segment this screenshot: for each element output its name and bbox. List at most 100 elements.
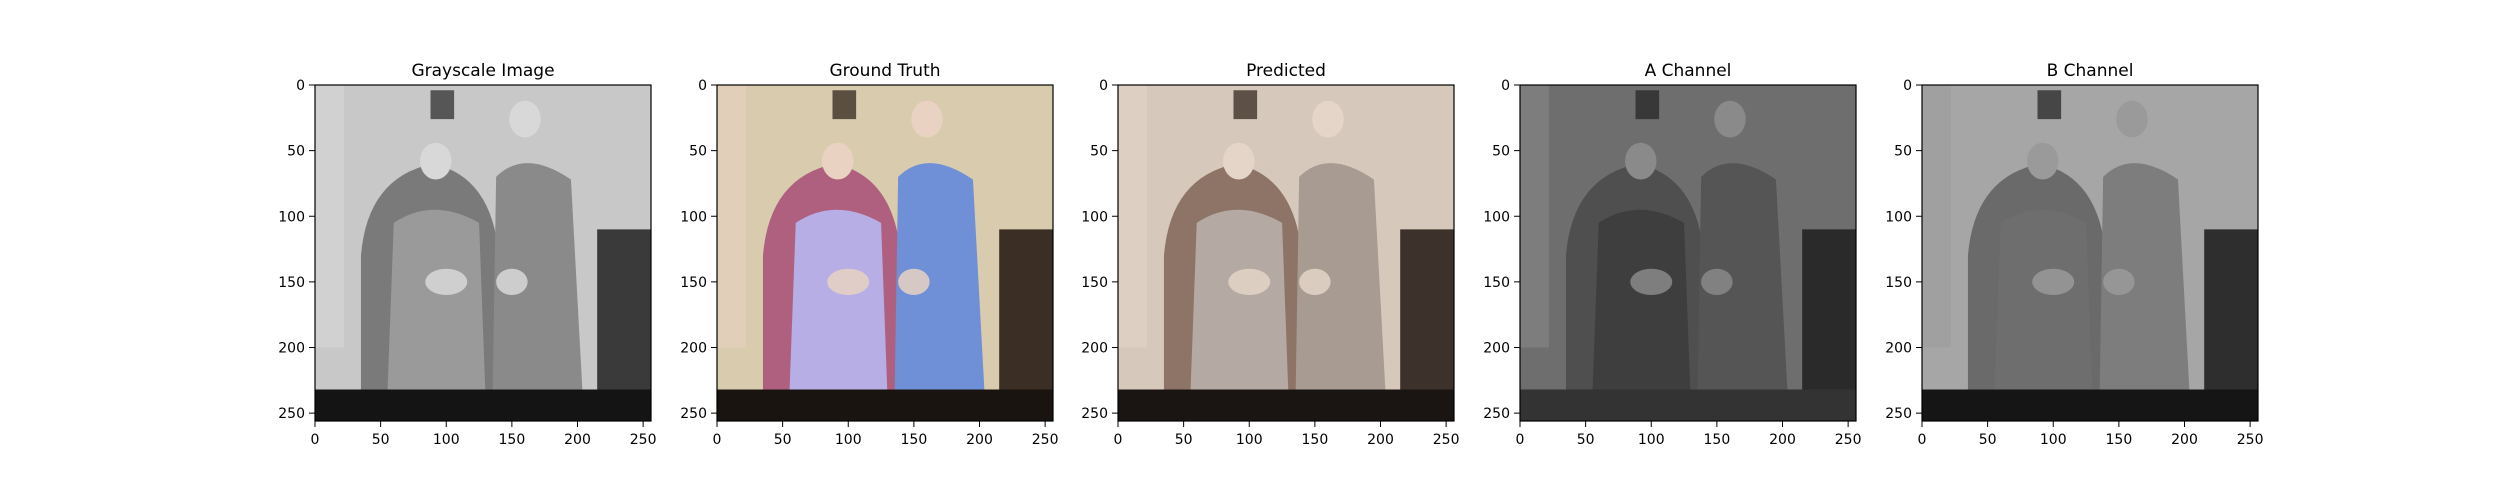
x-tick-label: 250 [1433, 432, 1460, 448]
image-right-person [894, 163, 987, 421]
x-tick-label: 200 [2171, 432, 2198, 448]
y-tick-label: 200 [278, 341, 305, 357]
image-floor [1520, 389, 1856, 421]
x-tick-label: 150 [1302, 432, 1329, 448]
x-tick-label: 250 [1835, 432, 1862, 448]
image-window [1520, 85, 1549, 348]
y-tick-label: 50 [1894, 144, 1912, 160]
subplot-4: A Channel 0 50 100 150 200 250 0 50 100 150 200 250 [1483, 61, 1861, 448]
image-right-head [509, 100, 541, 138]
y-tick-label: 200 [1483, 341, 1510, 357]
image-right-hands [898, 268, 930, 295]
y-tick-label: 100 [1885, 209, 1912, 225]
y-tick-label: 250 [278, 406, 305, 422]
x-tick-label: 50 [1979, 432, 1997, 448]
x-tick-label: 100 [1638, 432, 1665, 448]
subplot-2: Ground Truth 0 50 100 150 200 250 0 50 100 150 200 2… [680, 61, 1058, 448]
y-tick-label: 50 [1090, 144, 1108, 160]
x-tick-label: 150 [2106, 432, 2133, 448]
image-lamp [2037, 90, 2062, 120]
image-left-head [1223, 142, 1255, 180]
y-tick-label: 100 [278, 209, 305, 225]
image-window [315, 85, 344, 348]
subplot-title: Grayscale Image [411, 61, 554, 81]
y-tick-label: 150 [278, 275, 305, 291]
y-tick-label: 250 [680, 406, 707, 422]
image-right-person [1697, 163, 1790, 421]
image-lamp [1233, 90, 1258, 120]
x-tick-label: 200 [966, 432, 993, 448]
y-tick-label: 0 [1501, 78, 1510, 94]
image-left-person [387, 209, 486, 400]
y-tick-label: 100 [1081, 209, 1108, 225]
image-right-hands [496, 268, 528, 295]
y-tick-label: 50 [1492, 144, 1510, 160]
image-left-head [2027, 142, 2059, 180]
y-tick-label: 200 [680, 341, 707, 357]
image-left-person [1190, 209, 1289, 400]
image-right-hands [2103, 268, 2135, 295]
image-right-head [911, 100, 943, 138]
image-right-hands [1299, 268, 1331, 295]
x-tick-label: 0 [713, 432, 722, 448]
image-floor [1922, 389, 2258, 421]
x-tick-label: 150 [901, 432, 928, 448]
x-tick-label: 100 [835, 432, 862, 448]
image-floor [717, 389, 1053, 421]
image-content [1118, 85, 1454, 421]
y-tick-label: 250 [1885, 406, 1912, 422]
x-tick-label: 0 [1114, 432, 1123, 448]
image-right-furniture [597, 229, 651, 421]
x-tick-label: 250 [1032, 432, 1059, 448]
image-window [717, 85, 746, 348]
image-floor [1118, 389, 1454, 421]
x-tick-label: 200 [1769, 432, 1796, 448]
y-tick-label: 150 [1885, 275, 1912, 291]
y-tick-label: 0 [1099, 78, 1108, 94]
y-tick-label: 100 [1483, 209, 1510, 225]
image-left-person [1994, 209, 2093, 400]
image-left-hands [2032, 268, 2075, 295]
x-tick-label: 250 [630, 432, 657, 448]
image-left-hands [1630, 268, 1673, 295]
image-left-person [789, 209, 888, 400]
axes-frame [1117, 84, 1455, 422]
subplot-title: B Channel [2047, 61, 2134, 81]
subplot-title: A Channel [1645, 61, 1732, 81]
y-tick-label: 0 [698, 78, 707, 94]
image-right-furniture [999, 229, 1053, 421]
image-lamp [1635, 90, 1660, 120]
y-tick-label: 200 [1081, 341, 1108, 357]
x-tick-label: 0 [1516, 432, 1525, 448]
image-left-hands [827, 268, 870, 295]
x-tick-label: 100 [1236, 432, 1263, 448]
image-left-hands [1228, 268, 1271, 295]
x-tick-label: 100 [2040, 432, 2067, 448]
x-tick-label: 250 [2237, 432, 2264, 448]
x-tick-label: 150 [1704, 432, 1731, 448]
subplot-3: Predicted 0 50 100 150 200 250 0 50 100 150 200 250 [1081, 61, 1459, 448]
subplot-5: B Channel 0 50 100 150 200 250 0 50 100 150 200 250 [1885, 61, 2263, 448]
image-content [315, 85, 651, 421]
image-content [1520, 85, 1856, 421]
image-right-furniture [1400, 229, 1454, 421]
image-right-head [2116, 100, 2148, 138]
image-left-person [1592, 209, 1691, 400]
axes-frame [314, 84, 652, 422]
image-right-person [1295, 163, 1388, 421]
subplot-grid: Grayscale Image 0 50 100 150 200 250 0 50 100 150 2… [278, 61, 2263, 448]
axes-frame [716, 84, 1054, 422]
x-tick-label: 50 [1577, 432, 1595, 448]
x-tick-label: 150 [499, 432, 526, 448]
x-tick-label: 100 [433, 432, 460, 448]
image-right-hands [1701, 268, 1733, 295]
y-tick-label: 150 [1483, 275, 1510, 291]
subplot-title: Ground Truth [829, 61, 940, 81]
image-content [1922, 85, 2258, 421]
y-tick-label: 150 [680, 275, 707, 291]
image-window [1118, 85, 1147, 348]
image-left-head [1625, 142, 1657, 180]
subplot-1: Grayscale Image 0 50 100 150 200 250 0 50 100 150 2… [278, 61, 656, 448]
y-tick-label: 250 [1081, 406, 1108, 422]
y-tick-label: 150 [1081, 275, 1108, 291]
